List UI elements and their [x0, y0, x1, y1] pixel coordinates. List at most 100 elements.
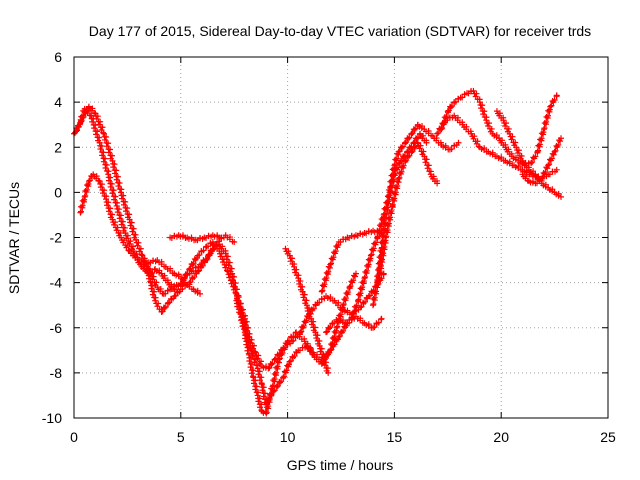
grid	[74, 57, 608, 418]
data-point	[479, 102, 486, 109]
data-point	[127, 238, 134, 245]
data-point	[270, 377, 277, 384]
data-point	[318, 345, 325, 352]
data-point	[421, 153, 428, 160]
data-point	[153, 279, 160, 286]
data-point	[99, 152, 106, 159]
data-point	[85, 178, 92, 185]
data-point	[557, 138, 564, 145]
x-tick-label: 25	[600, 429, 616, 445]
data-point	[384, 226, 391, 233]
data-point	[150, 273, 157, 280]
data-point	[409, 148, 416, 155]
series-track-7	[233, 270, 359, 417]
data-point	[403, 139, 410, 146]
data-point	[505, 125, 512, 132]
data-point	[133, 251, 140, 258]
data-point	[79, 114, 86, 121]
data-point	[382, 205, 389, 212]
data-point	[287, 357, 294, 364]
data-point	[385, 198, 392, 205]
data-point	[539, 174, 546, 181]
series-track-15	[493, 108, 565, 200]
data-point	[115, 183, 122, 190]
data-point	[232, 280, 239, 287]
x-tick-label: 15	[387, 429, 403, 445]
data-point	[76, 121, 83, 128]
data-point	[327, 346, 334, 353]
data-point	[371, 324, 378, 331]
data-point	[325, 268, 332, 275]
data-point	[248, 370, 255, 377]
data-point	[553, 166, 560, 173]
data-point	[283, 367, 290, 374]
data-point	[400, 162, 407, 169]
data-point	[269, 360, 276, 367]
data-point	[137, 245, 144, 252]
data-points	[71, 87, 565, 417]
data-point	[323, 359, 330, 366]
data-point	[196, 267, 203, 274]
data-point	[122, 198, 129, 205]
x-tick-label: 0	[70, 429, 78, 445]
data-point	[110, 187, 117, 194]
data-point	[116, 180, 123, 187]
data-point	[109, 216, 116, 223]
data-point	[190, 260, 197, 267]
data-point	[258, 401, 265, 408]
data-point	[334, 323, 341, 330]
data-point	[305, 305, 312, 312]
series-track-5	[141, 257, 204, 297]
y-tick-label: 6	[54, 49, 62, 65]
y-axis-title: SDTVAR / TECUs	[6, 182, 22, 294]
data-point	[371, 289, 378, 296]
data-point	[209, 246, 216, 253]
data-point	[406, 152, 413, 159]
x-tick-label: 5	[177, 429, 185, 445]
data-point	[260, 384, 267, 391]
data-point	[206, 251, 213, 258]
data-point	[111, 196, 118, 203]
data-point	[398, 144, 405, 151]
data-point	[374, 276, 381, 283]
data-point	[243, 341, 250, 348]
data-point	[256, 368, 263, 375]
data-point	[109, 152, 116, 159]
series-track-6	[167, 232, 225, 244]
data-point	[544, 112, 551, 119]
data-point	[214, 233, 221, 240]
data-point	[381, 238, 388, 245]
data-point	[301, 291, 308, 298]
data-point	[444, 108, 451, 115]
data-point	[392, 184, 399, 191]
data-point	[107, 183, 114, 190]
data-point	[238, 317, 245, 324]
data-point	[547, 103, 554, 110]
data-point	[384, 221, 391, 228]
data-point	[263, 409, 270, 416]
data-point	[391, 190, 398, 197]
data-point	[205, 252, 212, 259]
data-point	[387, 209, 394, 216]
data-point	[380, 245, 387, 252]
data-point	[403, 157, 410, 164]
data-point	[151, 288, 158, 295]
data-point	[114, 224, 121, 231]
data-point	[372, 239, 379, 246]
data-point	[158, 308, 165, 315]
data-point	[270, 382, 277, 389]
data-point	[128, 219, 135, 226]
data-point	[283, 340, 290, 347]
data-point	[240, 320, 247, 327]
data-point	[509, 133, 516, 140]
data-point	[411, 126, 418, 133]
data-point	[367, 252, 374, 259]
data-point	[385, 220, 392, 227]
data-point	[395, 148, 402, 155]
data-point	[114, 173, 121, 180]
y-tick-label: -10	[42, 410, 62, 426]
data-point	[406, 134, 413, 141]
data-point	[159, 308, 166, 315]
data-point	[506, 130, 513, 137]
